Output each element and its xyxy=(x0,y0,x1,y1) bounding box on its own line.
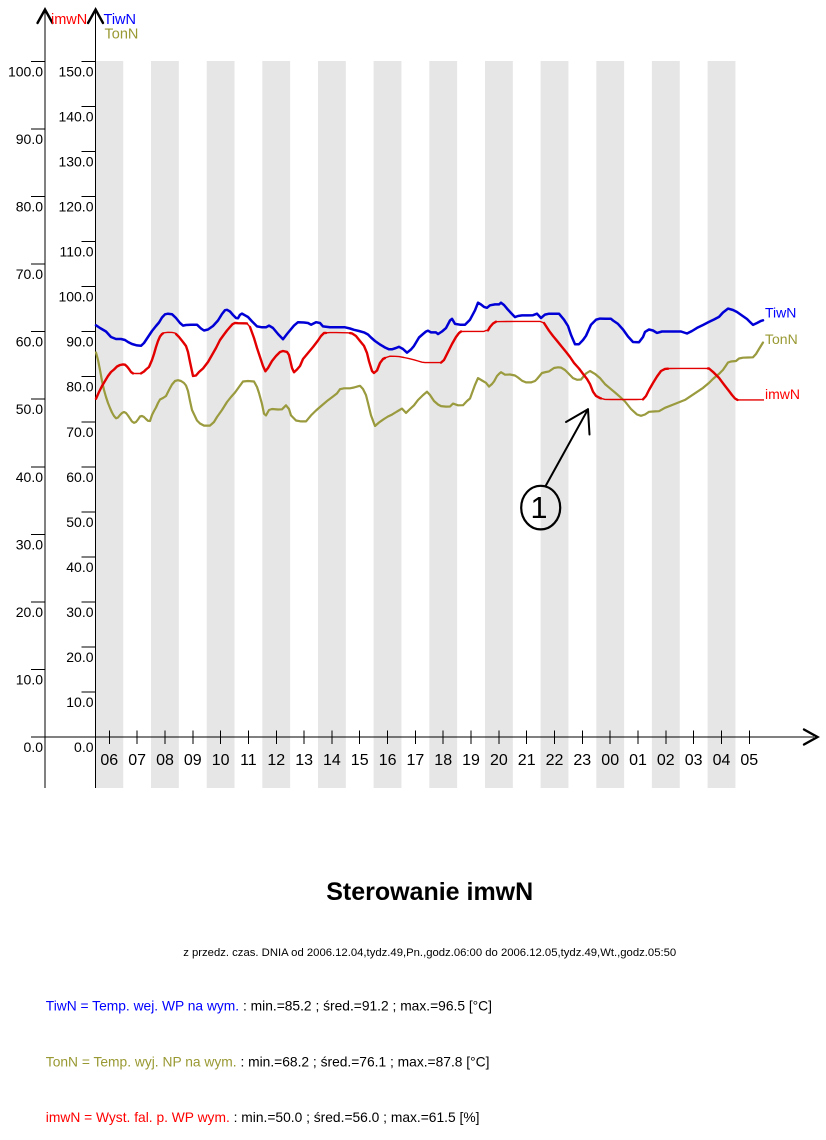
svg-text:imwN: imwN xyxy=(765,386,800,402)
svg-text:imwN = Wyst. fal. p. WP wym. :: imwN = Wyst. fal. p. WP wym. : min.=50.0… xyxy=(46,1110,480,1125)
svg-text:14: 14 xyxy=(323,752,341,769)
svg-text:12: 12 xyxy=(267,752,285,769)
svg-text:60.0: 60.0 xyxy=(16,334,43,350)
svg-text:z przedz. czas. DNIA od 2006.1: z przedz. czas. DNIA od 2006.12.04,tydz.… xyxy=(183,947,676,959)
svg-text:20.0: 20.0 xyxy=(16,604,43,620)
svg-text:22: 22 xyxy=(546,752,564,769)
svg-text:TonN: TonN xyxy=(105,27,139,43)
svg-text:50.0: 50.0 xyxy=(66,514,93,530)
svg-text:60.0: 60.0 xyxy=(66,469,93,485)
svg-text:TonN: TonN xyxy=(765,331,798,347)
svg-text:30.0: 30.0 xyxy=(16,536,43,552)
svg-text:110.0: 110.0 xyxy=(60,244,94,260)
svg-text:20: 20 xyxy=(490,752,508,769)
svg-text:80.0: 80.0 xyxy=(16,199,43,215)
svg-text:03: 03 xyxy=(685,752,703,769)
svg-text:1: 1 xyxy=(531,491,548,525)
svg-text:100.0: 100.0 xyxy=(58,289,93,305)
svg-text:02: 02 xyxy=(657,752,675,769)
svg-text:70.0: 70.0 xyxy=(66,424,93,440)
svg-text:13: 13 xyxy=(295,752,313,769)
svg-text:10.0: 10.0 xyxy=(66,694,93,710)
svg-text:100.0: 100.0 xyxy=(8,64,43,80)
svg-text:70.0: 70.0 xyxy=(16,266,43,282)
svg-text:17: 17 xyxy=(407,752,425,769)
svg-text:imwN: imwN xyxy=(51,12,87,28)
svg-text:00: 00 xyxy=(601,752,619,769)
svg-text:TonN = Temp. wyj. NP na wym. :: TonN = Temp. wyj. NP na wym. : min.=68.2… xyxy=(46,1055,490,1070)
svg-text:15: 15 xyxy=(351,752,369,769)
svg-text:07: 07 xyxy=(128,752,146,769)
svg-text:0.0: 0.0 xyxy=(24,739,44,755)
svg-text:11: 11 xyxy=(240,752,257,769)
svg-text:23: 23 xyxy=(573,752,591,769)
svg-text:TiwN = Temp. wej. WP na wym. :: TiwN = Temp. wej. WP na wym. : min.=85.2… xyxy=(46,999,492,1014)
svg-text:20.0: 20.0 xyxy=(66,649,93,665)
svg-text:50.0: 50.0 xyxy=(16,401,43,417)
svg-text:80.0: 80.0 xyxy=(66,379,93,395)
svg-text:30.0: 30.0 xyxy=(66,604,93,620)
svg-text:TiwN: TiwN xyxy=(765,305,796,321)
svg-text:08: 08 xyxy=(156,752,174,769)
svg-text:90.0: 90.0 xyxy=(16,131,43,147)
svg-text:05: 05 xyxy=(740,752,758,769)
svg-text:06: 06 xyxy=(100,752,118,769)
svg-text:18: 18 xyxy=(434,752,452,769)
svg-text:Sterowanie imwN: Sterowanie imwN xyxy=(326,878,533,906)
svg-text:21: 21 xyxy=(518,752,536,769)
svg-text:16: 16 xyxy=(379,752,397,769)
svg-text:0.0: 0.0 xyxy=(74,739,94,755)
svg-text:04: 04 xyxy=(713,752,731,769)
svg-text:150.0: 150.0 xyxy=(58,64,93,80)
svg-text:90.0: 90.0 xyxy=(66,334,93,350)
svg-text:130.0: 130.0 xyxy=(58,154,93,170)
svg-text:10: 10 xyxy=(212,752,230,769)
svg-text:140.0: 140.0 xyxy=(58,109,93,125)
svg-text:120.0: 120.0 xyxy=(58,199,93,215)
svg-text:40.0: 40.0 xyxy=(66,559,93,575)
svg-text:10.0: 10.0 xyxy=(16,672,43,688)
svg-text:01: 01 xyxy=(629,752,647,769)
svg-text:TiwN: TiwN xyxy=(104,12,136,28)
svg-text:19: 19 xyxy=(462,752,480,769)
svg-text:40.0: 40.0 xyxy=(16,469,43,485)
svg-text:09: 09 xyxy=(184,752,202,769)
